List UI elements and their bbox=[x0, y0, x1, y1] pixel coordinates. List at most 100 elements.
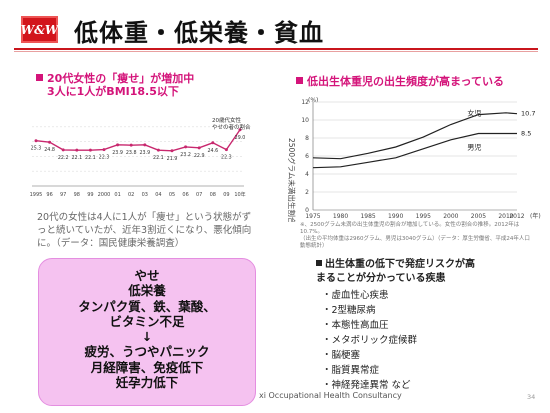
y-tick-label: 12 bbox=[301, 99, 309, 106]
data-point bbox=[88, 148, 92, 152]
data-point bbox=[48, 140, 52, 144]
page-number: 34 bbox=[527, 393, 536, 401]
data-label: 25.3 bbox=[31, 146, 42, 152]
symptom-box: やせ 低栄養 タンパク質、鉄、葉酸、 ビタミン不足 ↓ 疲労、うつやパニック 月… bbox=[38, 258, 256, 406]
symptom-line: 月経障害、免疫低下 bbox=[90, 359, 204, 375]
data-point bbox=[102, 148, 106, 152]
x-tick-label: 1995 bbox=[30, 192, 43, 198]
x-tick-label: 07 bbox=[196, 192, 202, 198]
right-chart-heading: 低出生体重児の出生頻度が高まっている bbox=[296, 75, 504, 88]
risk-list-item: ・脂質異常症 bbox=[322, 365, 380, 376]
slide-title: 低体重・低栄養・貧血 bbox=[74, 19, 324, 47]
data-label: 22.1 bbox=[85, 155, 96, 161]
data-label: 23.2 bbox=[180, 152, 191, 158]
title-divider bbox=[14, 48, 538, 50]
y-tick-label: 4 bbox=[305, 171, 309, 178]
x-tick-label: 01 bbox=[114, 192, 120, 198]
x-tick-label: 1995 bbox=[416, 213, 431, 220]
symptom-line: 妊孕力低下 bbox=[115, 375, 179, 391]
data-point bbox=[129, 143, 133, 147]
left-chart-description: 20代の女性は4人に1人が「痩せ」という状態がずっと続いていたが、近年3割近くに… bbox=[37, 212, 252, 249]
bullet-square-icon bbox=[36, 74, 43, 81]
data-point bbox=[116, 143, 120, 147]
unit-label: (%) bbox=[308, 97, 318, 104]
data-label: 23.8 bbox=[126, 150, 137, 156]
x-tick-label: 98 bbox=[74, 192, 80, 198]
data-point bbox=[224, 148, 228, 152]
x-tick-label: 97 bbox=[60, 192, 66, 198]
x-tick-label: 2005 bbox=[471, 213, 486, 220]
x-tick-label: 02 bbox=[128, 192, 134, 198]
logo-text: W&W bbox=[20, 22, 59, 37]
series-line-female bbox=[312, 112, 518, 160]
x-tick-label: 04 bbox=[155, 192, 161, 198]
series-label-male: 男児 bbox=[467, 143, 481, 152]
end-value-female: 10.7 bbox=[521, 110, 535, 118]
x-tick-label: 10年 bbox=[234, 191, 245, 198]
data-label: 29.0 bbox=[235, 135, 246, 141]
risk-list-item: ・脳梗塞 bbox=[322, 350, 361, 361]
x-tick-label: 2000 bbox=[443, 213, 458, 220]
data-label: 23.9 bbox=[112, 150, 123, 156]
data-label: 22.1 bbox=[153, 155, 164, 161]
footer-company: xi Occupational Health Consultancy bbox=[259, 391, 402, 400]
risk-list-item: ・メタボリック症候群 bbox=[322, 335, 418, 346]
data-label: 23.9 bbox=[139, 150, 150, 156]
risk-list-item: ・虚血性心疾患 bbox=[322, 290, 389, 301]
y-tick-label: 10 bbox=[301, 117, 309, 124]
data-label: 24.8 bbox=[44, 147, 55, 153]
callout-label-1: 20歳代女性 bbox=[212, 116, 241, 124]
data-label: 22.9 bbox=[194, 153, 205, 159]
series-line-male bbox=[312, 132, 517, 169]
x-tick-label: 06 bbox=[182, 192, 188, 198]
series-line-yase bbox=[35, 129, 241, 152]
x-tick-label: 08 bbox=[210, 192, 216, 198]
risk-heading: 出生体重の低下で発症リスクが高 まることが分かっている疾患 bbox=[316, 259, 475, 284]
data-label: 22.1 bbox=[71, 155, 82, 161]
data-label: 22.3 bbox=[221, 155, 232, 161]
x-tick-label: 2012 bbox=[509, 213, 524, 220]
symptom-line: タンパク質、鉄、葉酸、 bbox=[78, 298, 216, 314]
x-tick-label: 03 bbox=[142, 192, 148, 198]
x-tick-label: 99 bbox=[87, 192, 93, 198]
yaxis-label: 2500グラム未満出生割合 bbox=[287, 138, 297, 222]
right-line-chart: (%) 2500グラム未満出生割合 0 2 4 6 8 10 12 1975 1980 1985… bbox=[287, 97, 541, 222]
x-tick-label: 1990 bbox=[388, 213, 403, 220]
data-point bbox=[170, 149, 174, 153]
risk-list-item: ・神経発達異常 など bbox=[322, 380, 411, 391]
company-logo: W&W bbox=[21, 16, 58, 43]
data-point bbox=[238, 128, 242, 132]
left-chart-heading: 20代女性の「痩せ」が増加中 3人に1人がBMI18.5以下 bbox=[36, 72, 194, 98]
symptom-line: ビタミン不足 bbox=[109, 313, 185, 329]
data-point bbox=[184, 145, 188, 149]
y-tick-label: 6 bbox=[305, 153, 309, 160]
data-point bbox=[34, 139, 38, 143]
year-label: (年) bbox=[530, 212, 541, 220]
data-point bbox=[197, 146, 201, 150]
data-label: 21.9 bbox=[167, 156, 178, 162]
x-tick-label: 09 bbox=[223, 192, 229, 198]
y-tick-label: 0 bbox=[305, 207, 309, 214]
data-point bbox=[156, 148, 160, 152]
callout-label-2: やせの者の割合 bbox=[212, 123, 251, 131]
x-tick-label: 1985 bbox=[360, 213, 375, 220]
x-tick-label: 2000 bbox=[98, 192, 111, 198]
risk-list-item: ・2型糖尿病 bbox=[322, 305, 376, 316]
symptom-line: 低栄養 bbox=[128, 283, 166, 299]
down-arrow-icon: ↓ bbox=[141, 329, 153, 345]
symptom-line: 疲労、うつやパニック bbox=[84, 344, 210, 360]
x-tick-label: 96 bbox=[46, 192, 52, 198]
y-tick-label: 2 bbox=[305, 189, 309, 196]
end-value-male: 8.5 bbox=[521, 130, 531, 138]
data-label: 24.6 bbox=[207, 148, 218, 154]
x-tick-label: 1975 bbox=[305, 213, 320, 220]
bullet-square-icon bbox=[316, 260, 322, 266]
y-tick-label: 8 bbox=[305, 135, 309, 142]
left-line-chart: 1995 96 97 98 99 2000 01 02 03 04 05 06 07 08 09 10年 25… bbox=[30, 116, 251, 198]
x-tick-label: 1980 bbox=[333, 213, 348, 220]
data-point bbox=[143, 143, 147, 147]
data-point bbox=[61, 148, 65, 152]
bullet-square-icon bbox=[296, 77, 303, 84]
x-tick-label: 05 bbox=[169, 192, 175, 198]
right-chart-note: ※、2500グラム未満の出生体重児の割合が増加している。女性の割合の推移。201… bbox=[300, 222, 530, 249]
